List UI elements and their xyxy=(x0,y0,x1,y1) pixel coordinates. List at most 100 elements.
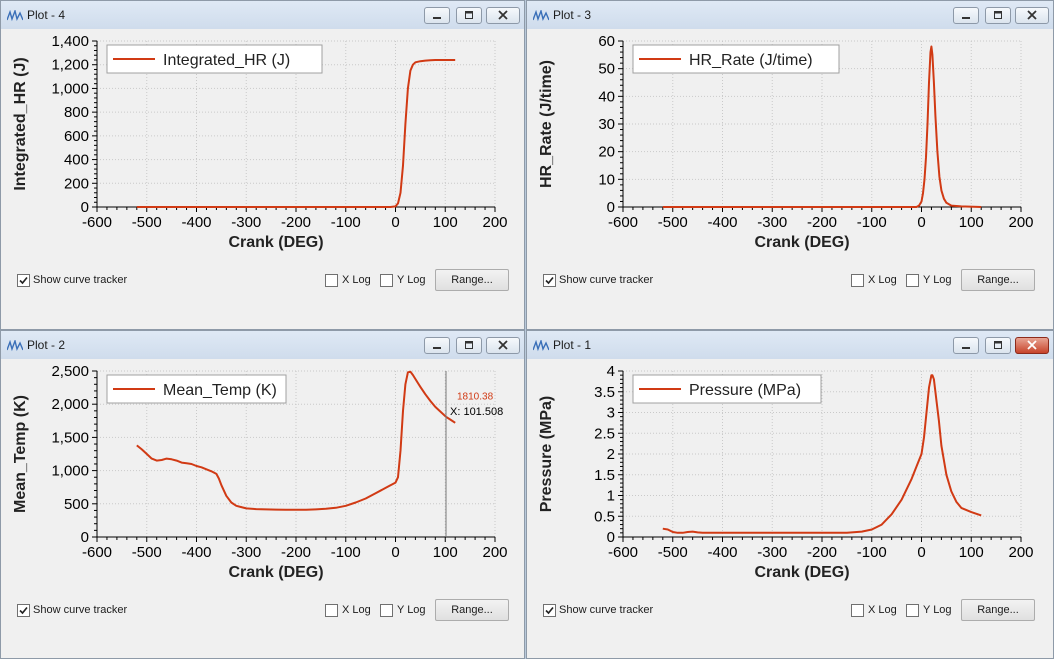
maximize-button[interactable] xyxy=(456,7,482,24)
title-bar[interactable]: Plot - 4 xyxy=(1,1,524,29)
show-curve-tracker-label: Show curve tracker xyxy=(33,604,128,616)
y-axis-label: Mean_Temp (K) xyxy=(12,395,29,513)
close-button[interactable] xyxy=(1015,337,1049,354)
x-tick-label: -600 xyxy=(82,214,112,231)
range-button[interactable]: Range... xyxy=(435,269,509,291)
x-tick-label: 0 xyxy=(391,214,399,231)
x-log-label: X Log xyxy=(868,274,897,286)
y-tick-label: 0 xyxy=(81,199,89,216)
minimize-button[interactable] xyxy=(424,337,450,354)
window-title: Plot - 4 xyxy=(27,8,66,22)
y-tick-label: 3.5 xyxy=(594,384,615,401)
close-button[interactable] xyxy=(1015,7,1049,24)
y-tick-label: 1,000 xyxy=(51,463,89,480)
chart[interactable]: -600 -500 -400 -300 -200 -100 0 100 200 0 10 20 30 40… xyxy=(531,29,1048,289)
maximize-button[interactable] xyxy=(985,7,1011,24)
y-tick-label: 50 xyxy=(598,61,615,78)
x-log-checkbox[interactable] xyxy=(325,604,338,617)
x-tick-label: -300 xyxy=(231,544,261,561)
plot-client-area: -600 -500 -400 -300 -200 -100 0 100 200 0 200 400 60… xyxy=(5,29,520,325)
y-axis-label: Pressure (MPa) xyxy=(538,396,555,513)
series-line xyxy=(662,374,982,534)
x-log-checkbox[interactable] xyxy=(851,604,864,617)
y-tick-label: 200 xyxy=(64,175,89,192)
minimize-button[interactable] xyxy=(424,7,450,24)
show-curve-tracker-checkbox[interactable] xyxy=(17,604,30,617)
y-tick-label: 2,500 xyxy=(51,363,89,380)
x-tick-label: -100 xyxy=(331,544,361,561)
x-tick-label: 0 xyxy=(391,544,399,561)
y-log-checkbox[interactable] xyxy=(906,274,919,287)
minimize-button[interactable] xyxy=(953,7,979,24)
y-tick-label: 500 xyxy=(64,496,89,513)
x-tick-label: 0 xyxy=(917,544,925,561)
legend-box xyxy=(632,374,822,404)
y-tick-label: 0.5 xyxy=(594,508,615,525)
show-curve-tracker-label: Show curve tracker xyxy=(559,604,654,616)
chart[interactable]: -600 -500 -400 -300 -200 -100 0 100 200 0 500 1,000… xyxy=(5,359,522,619)
plot-window: Plot - 2 -600 -500 -400 -300 -200 -100 0 100 200 0… xyxy=(0,330,525,659)
range-button[interactable]: Range... xyxy=(961,599,1035,621)
show-curve-tracker-checkbox[interactable] xyxy=(17,274,30,287)
x-tick-label: -400 xyxy=(181,544,211,561)
chart[interactable]: -600 -500 -400 -300 -200 -100 0 100 200 0 0.5 1 1.5 2… xyxy=(531,359,1048,619)
x-log-label: X Log xyxy=(342,274,371,286)
x-tick-label: -400 xyxy=(707,544,737,561)
x-log-checkbox[interactable] xyxy=(851,274,864,287)
maximize-button[interactable] xyxy=(985,337,1011,354)
chart[interactable]: -600 -500 -400 -300 -200 -100 0 100 200 0 200 400 60… xyxy=(5,29,522,289)
minimize-button[interactable] xyxy=(953,337,979,354)
legend-label: Integrated_HR (J) xyxy=(163,52,290,69)
y-axis-label: Integrated_HR (J) xyxy=(12,57,29,190)
plot-window: Plot - 1 -600 -500 -400 -300 -200 -100 0 100 200 0… xyxy=(526,330,1054,659)
series-line xyxy=(136,59,456,208)
window-title: Plot - 3 xyxy=(553,8,592,22)
y-log-checkbox[interactable] xyxy=(380,274,393,287)
plot-window: Plot - 3 -600 -500 -400 -300 -200 -100 0 100 200 0… xyxy=(526,0,1054,330)
range-button[interactable]: Range... xyxy=(961,269,1035,291)
close-button[interactable] xyxy=(486,337,520,354)
x-tick-label: -400 xyxy=(181,214,211,231)
title-bar[interactable]: Plot - 1 xyxy=(527,331,1053,359)
x-tick-label: -500 xyxy=(132,544,162,561)
range-button[interactable]: Range... xyxy=(435,599,509,621)
x-tick-label: -200 xyxy=(281,544,311,561)
x-axis-label: Crank (DEG) xyxy=(228,234,323,251)
y-tick-label: 0 xyxy=(81,529,89,546)
y-tick-label: 1 xyxy=(607,488,615,505)
title-bar[interactable]: Plot - 3 xyxy=(527,1,1053,29)
window-title: Plot - 2 xyxy=(27,338,66,352)
y-tick-label: 20 xyxy=(598,144,615,161)
plot-app-icon xyxy=(6,8,24,22)
x-tick-label: -300 xyxy=(757,544,787,561)
y-tick-label: 3 xyxy=(607,405,615,422)
title-bar[interactable]: Plot - 2 xyxy=(1,331,524,359)
x-tick-label: -500 xyxy=(132,214,162,231)
x-tick-label: -300 xyxy=(231,214,261,231)
plot-client-area: -600 -500 -400 -300 -200 -100 0 100 200 0 0.5 1 1.5 2… xyxy=(531,359,1049,654)
show-curve-tracker-label: Show curve tracker xyxy=(33,274,128,286)
y-log-checkbox[interactable] xyxy=(906,604,919,617)
legend-label: Mean_Temp (K) xyxy=(163,382,277,399)
y-tick-label: 1,400 xyxy=(51,33,89,50)
x-tick-label: 100 xyxy=(959,214,984,231)
x-log-checkbox[interactable] xyxy=(325,274,338,287)
y-axis-label: HR_Rate (J/time) xyxy=(538,60,555,188)
y-tick-label: 2,000 xyxy=(51,396,89,413)
close-button[interactable] xyxy=(486,7,520,24)
show-curve-tracker-checkbox[interactable] xyxy=(543,274,556,287)
x-tick-label: 200 xyxy=(1008,214,1033,231)
x-tick-label: -100 xyxy=(857,214,887,231)
maximize-button[interactable] xyxy=(456,337,482,354)
x-axis-label: Crank (DEG) xyxy=(754,564,849,581)
y-tick-label: 1.5 xyxy=(594,467,615,484)
plot-app-icon xyxy=(532,338,550,352)
show-curve-tracker-checkbox[interactable] xyxy=(543,604,556,617)
show-curve-tracker-label: Show curve tracker xyxy=(559,274,654,286)
y-tick-label: 0 xyxy=(607,199,615,216)
x-tick-label: 200 xyxy=(1008,544,1033,561)
y-tick-label: 600 xyxy=(64,128,89,145)
y-log-label: Y Log xyxy=(397,274,426,286)
x-tick-label: 100 xyxy=(959,544,984,561)
y-log-checkbox[interactable] xyxy=(380,604,393,617)
